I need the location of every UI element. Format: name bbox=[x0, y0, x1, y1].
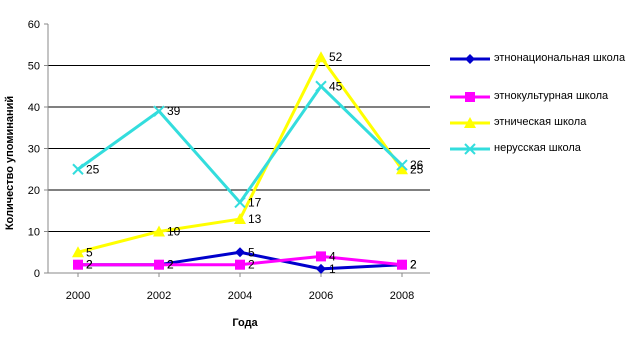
y-tick-label-30: 30 bbox=[28, 144, 40, 156]
x-axis-ticks: 2000 2002 2004 2006 2008 bbox=[66, 273, 414, 302]
data-label-s2-p0: 5 bbox=[86, 245, 93, 259]
marker-s2-p2 bbox=[234, 213, 246, 225]
data-label-s1-p3: 4 bbox=[329, 249, 336, 263]
legend-swatch-ethnic bbox=[450, 117, 490, 128]
data-label-s2-p1: 10 bbox=[167, 225, 181, 239]
marker-s1-p3 bbox=[316, 251, 326, 262]
marker-s1-p2 bbox=[235, 259, 245, 270]
data-label-s3-p0: 25 bbox=[86, 162, 100, 176]
x-tick-label-2004: 2004 bbox=[228, 290, 252, 302]
legend-marker-0 bbox=[465, 54, 475, 64]
marker-s3-p4 bbox=[396, 159, 408, 171]
legend-marker-3 bbox=[464, 143, 476, 155]
legend-item-ethnonational: этнонациональная школа bbox=[448, 52, 638, 82]
legend-label-nonrussian: нерусская школа bbox=[494, 142, 581, 154]
data-label-s0-p3: 1 bbox=[329, 262, 336, 276]
legend-label-ethnonational: этнонациональная школа bbox=[494, 52, 626, 64]
y-tick-label-40: 40 bbox=[28, 102, 40, 114]
y-tick-label-0: 0 bbox=[34, 268, 40, 280]
data-label-s2-p3: 52 bbox=[329, 50, 343, 64]
data-label-s3-p3: 45 bbox=[329, 79, 343, 93]
legend-item-ethnocultural: этнокультурная школа bbox=[448, 90, 638, 108]
legend-label-ethnic: этническая школа bbox=[494, 116, 587, 128]
marker-s2-p3 bbox=[315, 51, 327, 63]
legend-marker-1 bbox=[465, 92, 475, 102]
y-tick-label-50: 50 bbox=[28, 61, 40, 73]
x-tick-label-2000: 2000 bbox=[66, 290, 90, 302]
legend-swatch-ethnonational bbox=[450, 54, 490, 64]
marker-s3-p0-stroke-b bbox=[72, 163, 84, 175]
marker-s3-p4-stroke-b bbox=[396, 159, 408, 171]
y-tick-label-20: 20 bbox=[28, 185, 40, 197]
marker-s3-p1-stroke-b bbox=[153, 105, 165, 117]
marker-s1-p1 bbox=[154, 259, 164, 270]
marker-s0-p2 bbox=[235, 247, 245, 258]
legend-marker-2 bbox=[464, 117, 476, 128]
y-axis-title: Количество упоминаний bbox=[4, 96, 16, 230]
legend: этнонациональная школа этнокультурная шк… bbox=[448, 52, 638, 168]
marker-s1-p4 bbox=[397, 259, 407, 270]
legend-item-nonrussian: нерусская школа bbox=[448, 142, 638, 160]
marker-s3-p1 bbox=[153, 105, 165, 117]
marker-s3-p2-stroke-b bbox=[234, 196, 246, 209]
legend-marker-3-stroke-b bbox=[464, 143, 476, 155]
data-label-s0-p0: 2 bbox=[86, 258, 93, 272]
data-label-s1-p1: 2 bbox=[167, 258, 174, 272]
legend-swatch-ethnocultural bbox=[450, 92, 490, 102]
data-label-s3-p2: 17 bbox=[248, 195, 262, 209]
series-markers bbox=[72, 51, 408, 274]
legend-item-ethnic: этническая школа bbox=[448, 116, 638, 134]
marker-s3-p2 bbox=[234, 196, 246, 209]
marker-s2-p1 bbox=[153, 225, 165, 237]
x-tick-label-2008: 2008 bbox=[390, 290, 414, 302]
marker-s3-p3 bbox=[315, 80, 327, 92]
x-tick-label-2002: 2002 bbox=[147, 290, 171, 302]
x-axis-title: Года bbox=[232, 317, 258, 329]
marker-s3-p0 bbox=[72, 163, 84, 175]
data-label-s0-p4: 2 bbox=[410, 258, 417, 272]
data-label-s0-p1: 2 bbox=[167, 258, 174, 272]
legend-label-ethnocultural: этнокультурная школа bbox=[494, 90, 609, 102]
y-tick-label-10: 10 bbox=[28, 227, 40, 239]
data-label-s1-p4: 2 bbox=[410, 258, 417, 272]
data-label-s3-p1: 39 bbox=[167, 104, 181, 118]
data-label-s3-p4: 26 bbox=[410, 158, 424, 172]
y-tick-label-60: 60 bbox=[28, 19, 40, 31]
legend-swatch-nonrussian bbox=[450, 143, 490, 155]
data-label-s1-p2: 2 bbox=[248, 258, 255, 272]
x-tick-label-2006: 2006 bbox=[309, 290, 333, 302]
marker-s1-p0 bbox=[73, 259, 83, 270]
data-label-s0-p2: 5 bbox=[248, 245, 255, 259]
y-axis-ticks: 0 10 20 30 40 50 60 bbox=[28, 19, 48, 280]
data-label-s2-p2: 13 bbox=[248, 212, 262, 226]
data-label-s1-p0: 2 bbox=[86, 258, 93, 272]
series-lines bbox=[77, 55, 404, 271]
marker-s2-p4 bbox=[396, 163, 408, 175]
data-label-s2-p4: 25 bbox=[410, 162, 424, 176]
marker-s2-p0 bbox=[72, 246, 84, 258]
marker-s3-p3-stroke-b bbox=[315, 80, 327, 92]
marker-s0-p3 bbox=[316, 263, 326, 274]
